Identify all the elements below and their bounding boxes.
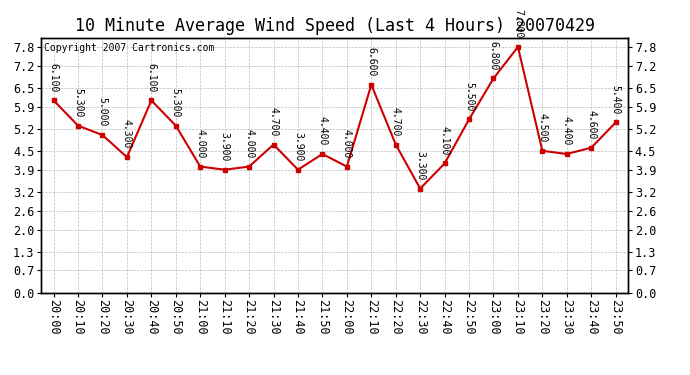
Text: 4.400: 4.400: [317, 116, 328, 146]
Text: 5.300: 5.300: [73, 88, 83, 117]
Text: 5.500: 5.500: [464, 82, 474, 111]
Text: 4.000: 4.000: [244, 129, 254, 158]
Text: 4.700: 4.700: [268, 107, 279, 136]
Text: 3.300: 3.300: [415, 151, 425, 180]
Text: 3.900: 3.900: [219, 132, 230, 161]
Text: 6.600: 6.600: [366, 47, 376, 76]
Text: 4.100: 4.100: [440, 126, 450, 155]
Text: Copyright 2007 Cartronics.com: Copyright 2007 Cartronics.com: [44, 43, 215, 52]
Text: 4.700: 4.700: [391, 107, 401, 136]
Text: 4.600: 4.600: [586, 110, 596, 140]
Text: 6.800: 6.800: [489, 41, 498, 70]
Text: 3.900: 3.900: [293, 132, 303, 161]
Title: 10 Minute Average Wind Speed (Last 4 Hours) 20070429: 10 Minute Average Wind Speed (Last 4 Hou…: [75, 16, 595, 34]
Text: 7.800: 7.800: [513, 9, 523, 39]
Text: 5.000: 5.000: [97, 98, 108, 127]
Text: 4.000: 4.000: [195, 129, 205, 158]
Text: 4.000: 4.000: [342, 129, 352, 158]
Text: 5.300: 5.300: [171, 88, 181, 117]
Text: 6.100: 6.100: [48, 63, 59, 92]
Text: 4.300: 4.300: [122, 119, 132, 149]
Text: 6.100: 6.100: [146, 63, 157, 92]
Text: 4.400: 4.400: [562, 116, 572, 146]
Text: 4.500: 4.500: [538, 113, 547, 142]
Text: 5.400: 5.400: [611, 85, 621, 114]
